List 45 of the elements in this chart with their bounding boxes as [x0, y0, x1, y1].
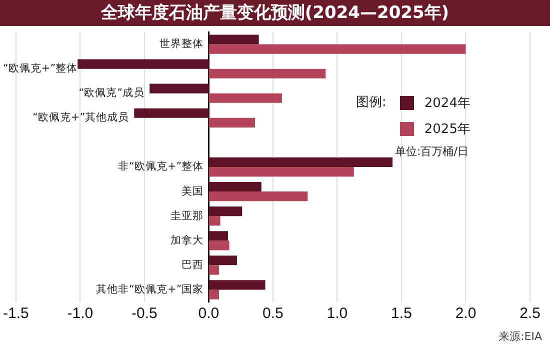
- chart-title: 全球年度石油产量变化预测(2024—2025年): [0, 0, 550, 26]
- bar: [78, 59, 209, 69]
- x-tick-label: 1.5: [391, 305, 412, 322]
- bar: [208, 256, 237, 266]
- bar: [208, 93, 282, 103]
- bar: [208, 231, 228, 241]
- bar: [208, 34, 259, 44]
- x-tick-label: -1.5: [2, 305, 29, 322]
- annotation: 单位:百万桶/日: [395, 144, 468, 159]
- x-tick-label: 2.0: [455, 305, 476, 322]
- bar: [208, 192, 308, 202]
- y-tick-label: 圭亚那: [170, 208, 204, 222]
- bar: [208, 167, 354, 177]
- bar: [208, 216, 220, 226]
- x-tick-label: -1.0: [67, 305, 94, 322]
- y-tick-label: 美国: [182, 184, 204, 198]
- x-tick-label: 1.0: [326, 305, 348, 322]
- bar: [208, 265, 219, 275]
- y-tick-label: 加拿大: [170, 233, 204, 246]
- legend-title: 图例:: [356, 94, 386, 112]
- bar: [208, 118, 255, 128]
- bar: [208, 290, 219, 300]
- bar: [134, 108, 209, 118]
- bar: [150, 84, 209, 94]
- x-tick-label: 0.5: [262, 305, 284, 322]
- bar: [208, 157, 392, 167]
- y-tick-label: 其他非“欧佩克+”国家: [96, 282, 204, 296]
- y-tick-label: “欧佩克+”整体: [2, 62, 78, 75]
- y-tick-label: 巴西: [182, 258, 204, 271]
- bar: [208, 68, 326, 78]
- legend-label: 2024年: [424, 95, 470, 112]
- bar: [208, 280, 266, 290]
- bar: [208, 206, 242, 216]
- bar: [208, 44, 466, 54]
- y-tick-label: 非“欧佩克+”整体: [118, 160, 204, 173]
- bar: [208, 182, 262, 192]
- y-tick-label: 世界整体: [160, 37, 204, 50]
- x-tick-label: -0.5: [132, 305, 158, 322]
- x-tick-label: 0.0: [198, 305, 220, 322]
- y-tick-label: “欧佩克”成员: [78, 86, 145, 100]
- legend-label: 2025年: [424, 121, 470, 138]
- y-tick-label: “欧佩克+”其他成员: [32, 110, 130, 124]
- x-tick-label: 2.5: [520, 305, 540, 322]
- bar: [208, 240, 230, 250]
- source-note: 来源:EIA: [498, 329, 542, 344]
